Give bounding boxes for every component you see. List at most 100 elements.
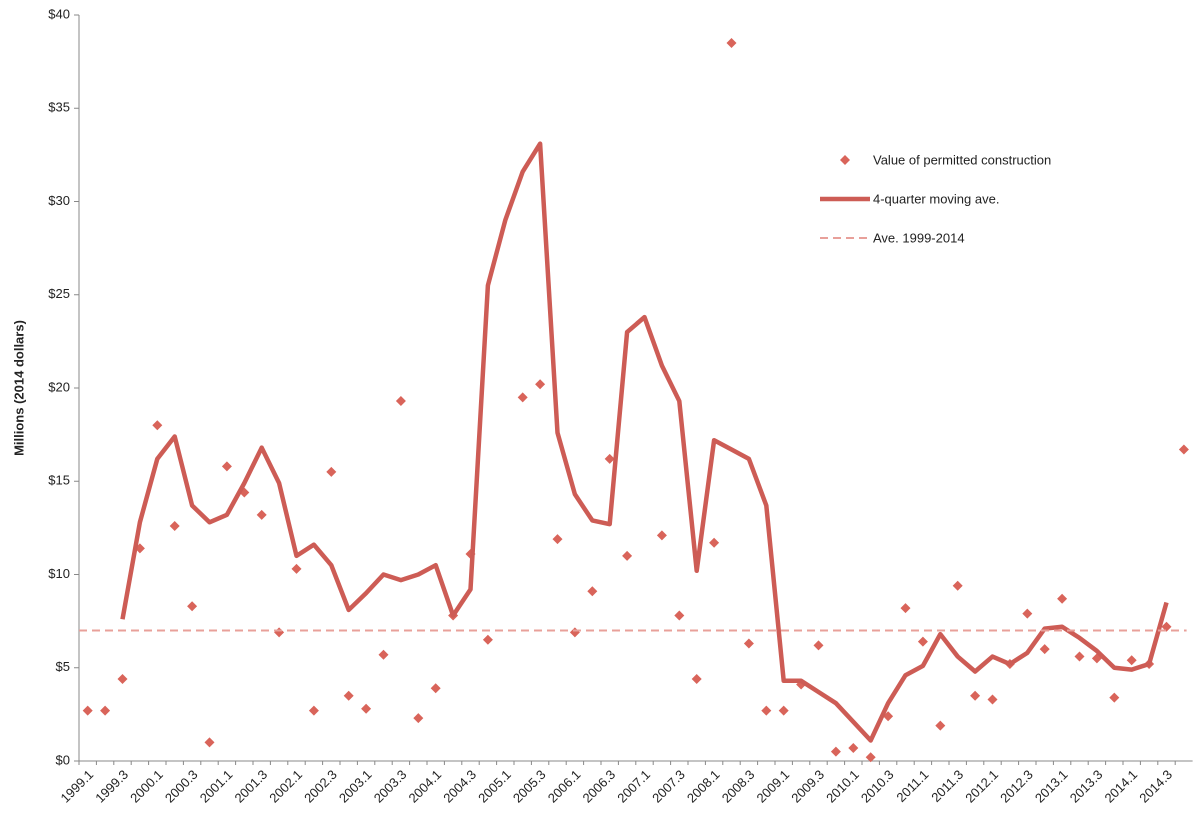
data-point xyxy=(1074,651,1085,662)
x-tick-label: 2003.1 xyxy=(336,767,375,806)
x-tick-label: 2011.3 xyxy=(928,767,966,805)
data-point xyxy=(569,627,580,638)
x-tick-label: 2010.1 xyxy=(823,767,862,806)
x-tick-label: 2001.1 xyxy=(197,767,236,806)
data-point xyxy=(413,713,424,724)
data-point xyxy=(622,550,633,561)
data-point xyxy=(221,461,232,472)
x-tick-label: 2007.1 xyxy=(614,767,653,806)
x-tick-label: 2013.1 xyxy=(1032,767,1071,806)
data-point xyxy=(378,649,389,660)
legend-symbol xyxy=(840,155,850,165)
y-tick-label: $5 xyxy=(56,659,70,674)
data-point xyxy=(82,705,93,716)
x-tick-label: 2010.3 xyxy=(858,767,897,806)
x-tick-label: 2014.3 xyxy=(1136,767,1175,806)
data-point xyxy=(482,634,493,645)
y-tick-label: $25 xyxy=(48,286,70,301)
data-point xyxy=(291,563,302,574)
data-point xyxy=(1178,444,1189,455)
x-tick-label: 2014.1 xyxy=(1102,767,1141,806)
data-point xyxy=(952,580,963,591)
data-point xyxy=(691,673,702,684)
x-tick-label: 2003.3 xyxy=(371,767,410,806)
data-point xyxy=(761,705,772,716)
x-tick-label: 2012.1 xyxy=(962,767,1001,806)
legend-label: Ave. 1999-2014 xyxy=(873,230,965,245)
y-tick-label: $35 xyxy=(48,100,70,115)
x-tick-label: 2008.1 xyxy=(684,767,723,806)
x-tick-label: 2000.1 xyxy=(127,767,166,806)
data-point xyxy=(604,453,615,464)
data-point xyxy=(204,737,215,748)
x-tick-label: 2002.1 xyxy=(266,767,305,806)
data-point xyxy=(517,392,528,403)
data-point xyxy=(1161,621,1172,632)
y-axis-title: Millions (2014 dollars) xyxy=(11,320,26,456)
data-point xyxy=(848,742,859,753)
x-tick-label: 2011.1 xyxy=(893,767,931,805)
data-point xyxy=(430,683,441,694)
data-point xyxy=(535,379,546,390)
data-point xyxy=(1126,655,1137,666)
data-point xyxy=(935,720,946,731)
x-tick-label: 2006.1 xyxy=(545,767,584,806)
x-tick-label: 1999.3 xyxy=(92,767,131,806)
x-tick-label: 1999.1 xyxy=(58,767,97,806)
moving-average-line xyxy=(120,141,1169,743)
data-point xyxy=(395,396,406,407)
x-tick-label: 2008.3 xyxy=(719,767,758,806)
data-point xyxy=(152,420,163,431)
data-point xyxy=(970,690,981,701)
x-tick-label: 2007.3 xyxy=(649,767,688,806)
legend-label: Value of permitted construction xyxy=(873,152,1051,167)
y-tick-label: $0 xyxy=(56,752,70,767)
data-point xyxy=(987,694,998,705)
data-point xyxy=(274,627,285,638)
data-point xyxy=(343,690,354,701)
data-point xyxy=(100,705,111,716)
data-point xyxy=(587,586,598,597)
x-tick-label: 2009.1 xyxy=(754,767,793,806)
data-point xyxy=(187,601,198,612)
y-tick-label: $30 xyxy=(48,193,70,208)
x-tick-label: 2001.3 xyxy=(232,767,271,806)
x-tick-label: 2013.3 xyxy=(1067,767,1106,806)
data-point xyxy=(813,640,824,651)
x-tick-label: 2005.1 xyxy=(475,767,514,806)
data-point xyxy=(1057,593,1068,604)
data-point xyxy=(1039,644,1050,655)
x-tick-label: 2002.3 xyxy=(301,767,340,806)
data-point xyxy=(326,466,337,477)
data-point xyxy=(361,703,372,714)
y-tick-label: $15 xyxy=(48,473,70,488)
x-tick-label: 2000.3 xyxy=(162,767,201,806)
legend-label: 4-quarter moving ave. xyxy=(873,191,999,206)
data-point xyxy=(743,638,754,649)
data-point xyxy=(308,705,319,716)
data-point xyxy=(830,746,841,757)
data-point xyxy=(552,534,563,545)
data-point xyxy=(1109,692,1120,703)
x-tick-label: 2009.3 xyxy=(788,767,827,806)
data-point xyxy=(656,530,667,541)
data-point xyxy=(778,705,789,716)
data-point xyxy=(726,37,737,48)
x-tick-label: 2006.3 xyxy=(580,767,619,806)
x-tick-label: 2004.1 xyxy=(406,767,445,806)
data-point xyxy=(900,603,911,614)
data-point xyxy=(917,636,928,647)
data-point xyxy=(117,673,128,684)
y-tick-label: $20 xyxy=(48,379,70,394)
y-tick-label: $10 xyxy=(48,566,70,581)
data-point xyxy=(1022,608,1033,619)
y-tick-label: $40 xyxy=(48,6,70,21)
x-tick-label: 2005.3 xyxy=(510,767,549,806)
x-tick-label: 2004.3 xyxy=(440,767,479,806)
x-tick-label: 2012.3 xyxy=(997,767,1036,806)
data-point xyxy=(709,537,720,548)
data-point xyxy=(865,752,876,763)
data-point xyxy=(256,509,267,520)
data-point xyxy=(169,521,180,532)
